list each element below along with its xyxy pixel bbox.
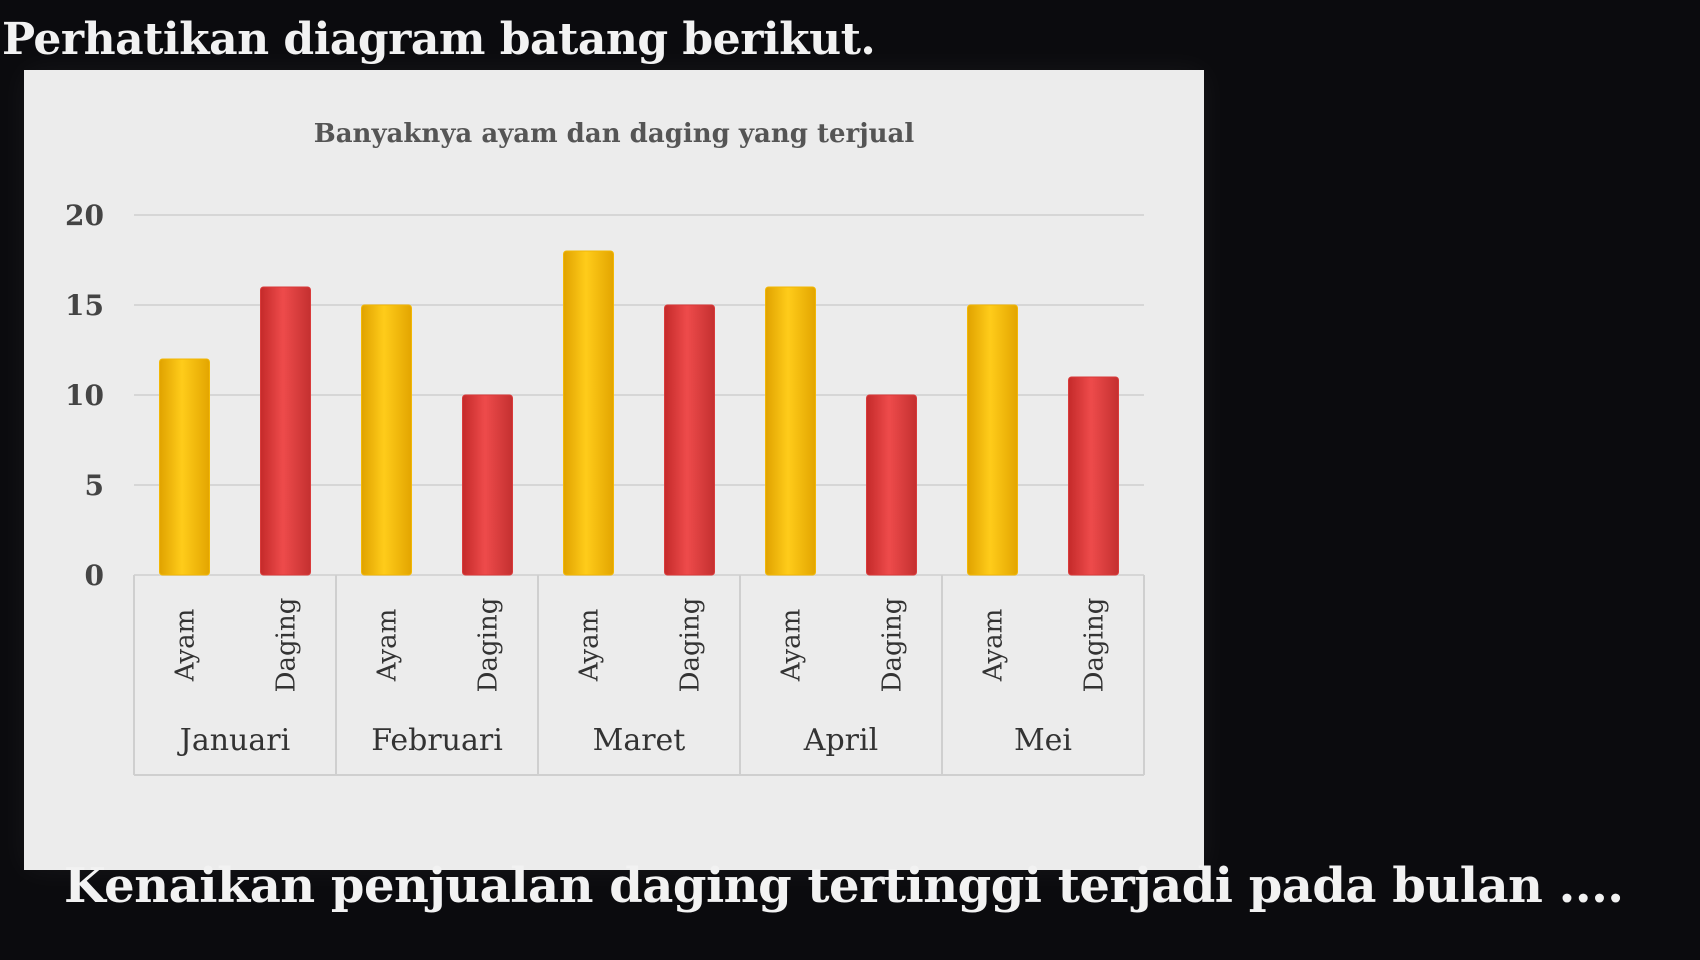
x-sub-label: Daging bbox=[676, 598, 706, 693]
x-group-label: Februari bbox=[371, 723, 503, 758]
bar-februari-ayam bbox=[361, 304, 412, 576]
bar-chart: Banyaknya ayam dan daging yang terjual 0… bbox=[65, 119, 1145, 776]
question-prompt: Kenaikan penjualan daging tertinggi terj… bbox=[64, 858, 1624, 914]
x-sub-label: Daging bbox=[474, 598, 504, 693]
bar-februari-daging bbox=[462, 394, 513, 576]
bars bbox=[159, 250, 1119, 576]
y-tick-label: 10 bbox=[65, 379, 104, 412]
x-sub-label: Daging bbox=[272, 598, 302, 693]
y-tick-label: 15 bbox=[65, 289, 104, 322]
chart-title: Banyaknya ayam dan daging yang terjual bbox=[314, 119, 915, 149]
x-sub-label: Daging bbox=[878, 598, 908, 693]
x-sub-label: Ayam bbox=[171, 609, 201, 683]
bar-mei-daging bbox=[1068, 376, 1119, 576]
x-group-label: Mei bbox=[1014, 723, 1072, 758]
x-sub-label: Ayam bbox=[575, 609, 605, 683]
bar-april-ayam bbox=[765, 286, 816, 576]
x-group-label: April bbox=[803, 723, 878, 758]
bar-maret-ayam bbox=[563, 250, 614, 576]
x-sub-label: Ayam bbox=[373, 609, 403, 683]
question-intro: Perhatikan diagram batang berikut. bbox=[2, 14, 876, 65]
x-sub-label: Daging bbox=[1080, 598, 1110, 693]
bar-januari-ayam bbox=[159, 358, 210, 576]
bar-mei-ayam bbox=[967, 304, 1018, 576]
bar-maret-daging bbox=[664, 304, 715, 576]
x-axis-labels: Ayam Daging Ayam Daging Ayam Daging Ayam Daging… bbox=[133, 575, 1145, 776]
x-group-label: Maret bbox=[593, 723, 686, 758]
y-tick-label: 5 bbox=[85, 469, 104, 502]
x-sub-label: Ayam bbox=[979, 609, 1009, 683]
x-sub-label: Ayam bbox=[777, 609, 807, 683]
y-tick-label: 0 bbox=[85, 559, 104, 592]
y-tick-label: 20 bbox=[65, 199, 104, 232]
y-axis-ticks: 0 5 10 15 20 bbox=[65, 199, 104, 592]
bar-april-daging bbox=[866, 394, 917, 576]
x-group-label: Januari bbox=[177, 723, 290, 758]
chart-card: Banyaknya ayam dan daging yang terjual 0… bbox=[24, 70, 1204, 870]
bar-januari-daging bbox=[260, 286, 311, 576]
